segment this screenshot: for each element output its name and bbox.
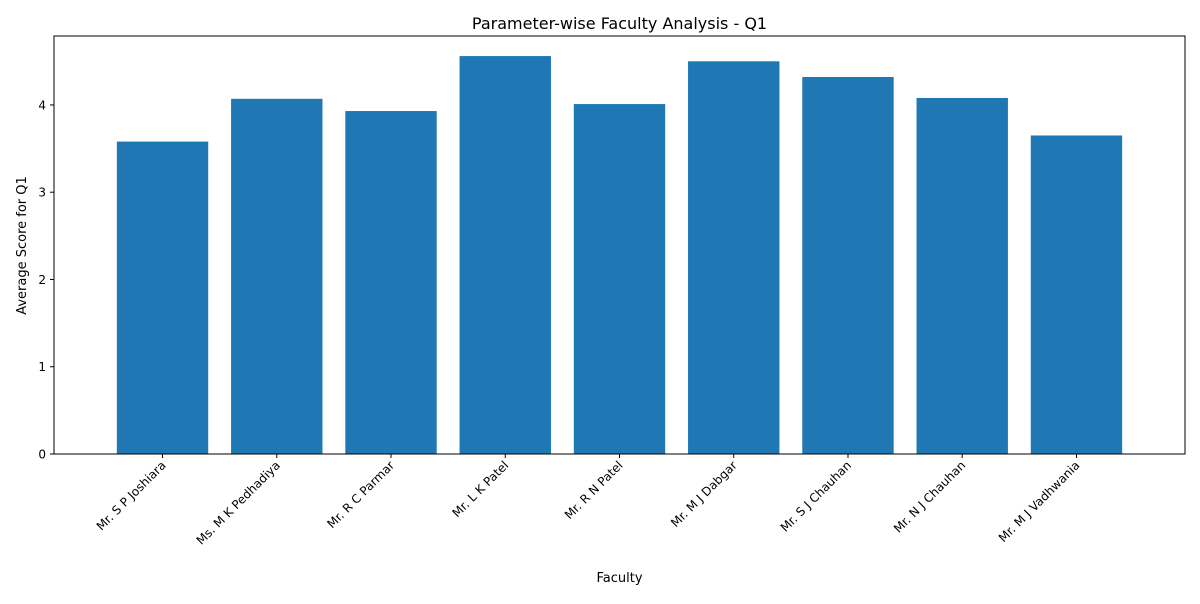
x-tick-label-3: Mr. L K Patel [450,458,512,520]
x-ticks: Mr. S P Joshiara Ms. M K Pedhadiya Mr. R C… [94,454,1083,548]
bar-3 [345,111,437,454]
bar-4 [459,56,551,454]
y-tick-label-4: 4 [38,98,46,112]
bar-8 [916,97,1008,454]
bar-2 [231,98,323,454]
x-tick-label-8: Mr. M J Vadhwania [996,458,1083,545]
x-tick-label-5: Mr. M J Dabgar [668,458,740,530]
x-tick-label-7: Mr. N J Chauhan [891,458,968,535]
bar-6 [688,61,780,455]
bar-9 [1030,135,1123,455]
y-tick-label-2: 2 [38,273,46,287]
y-tick-label-1: 1 [38,360,46,374]
y-tick-label-0: 0 [38,448,46,462]
bars-layer [116,56,1123,455]
x-tick-label-0: Mr. S P Joshiara [94,458,169,533]
y-ticks: 0 1 2 3 4 [38,98,54,462]
chart-title: Parameter-wise Faculty Analysis - Q1 [472,14,767,33]
y-tick-label-3: 3 [38,186,46,200]
y-axis-label: Average Score for Q1 [15,176,30,315]
x-tick-label-1: Ms. M K Pedhadiya [194,458,283,547]
x-tick-label-2: Mr. R C Parmar [324,458,397,531]
x-tick-label-4: Mr. R N Patel [562,458,626,522]
bar-1 [116,141,209,454]
x-tick-label-6: Mr. S J Chauhan [778,458,854,534]
bar-5 [573,104,666,454]
bar-7 [802,77,894,454]
x-axis-label: Faculty [596,571,642,586]
